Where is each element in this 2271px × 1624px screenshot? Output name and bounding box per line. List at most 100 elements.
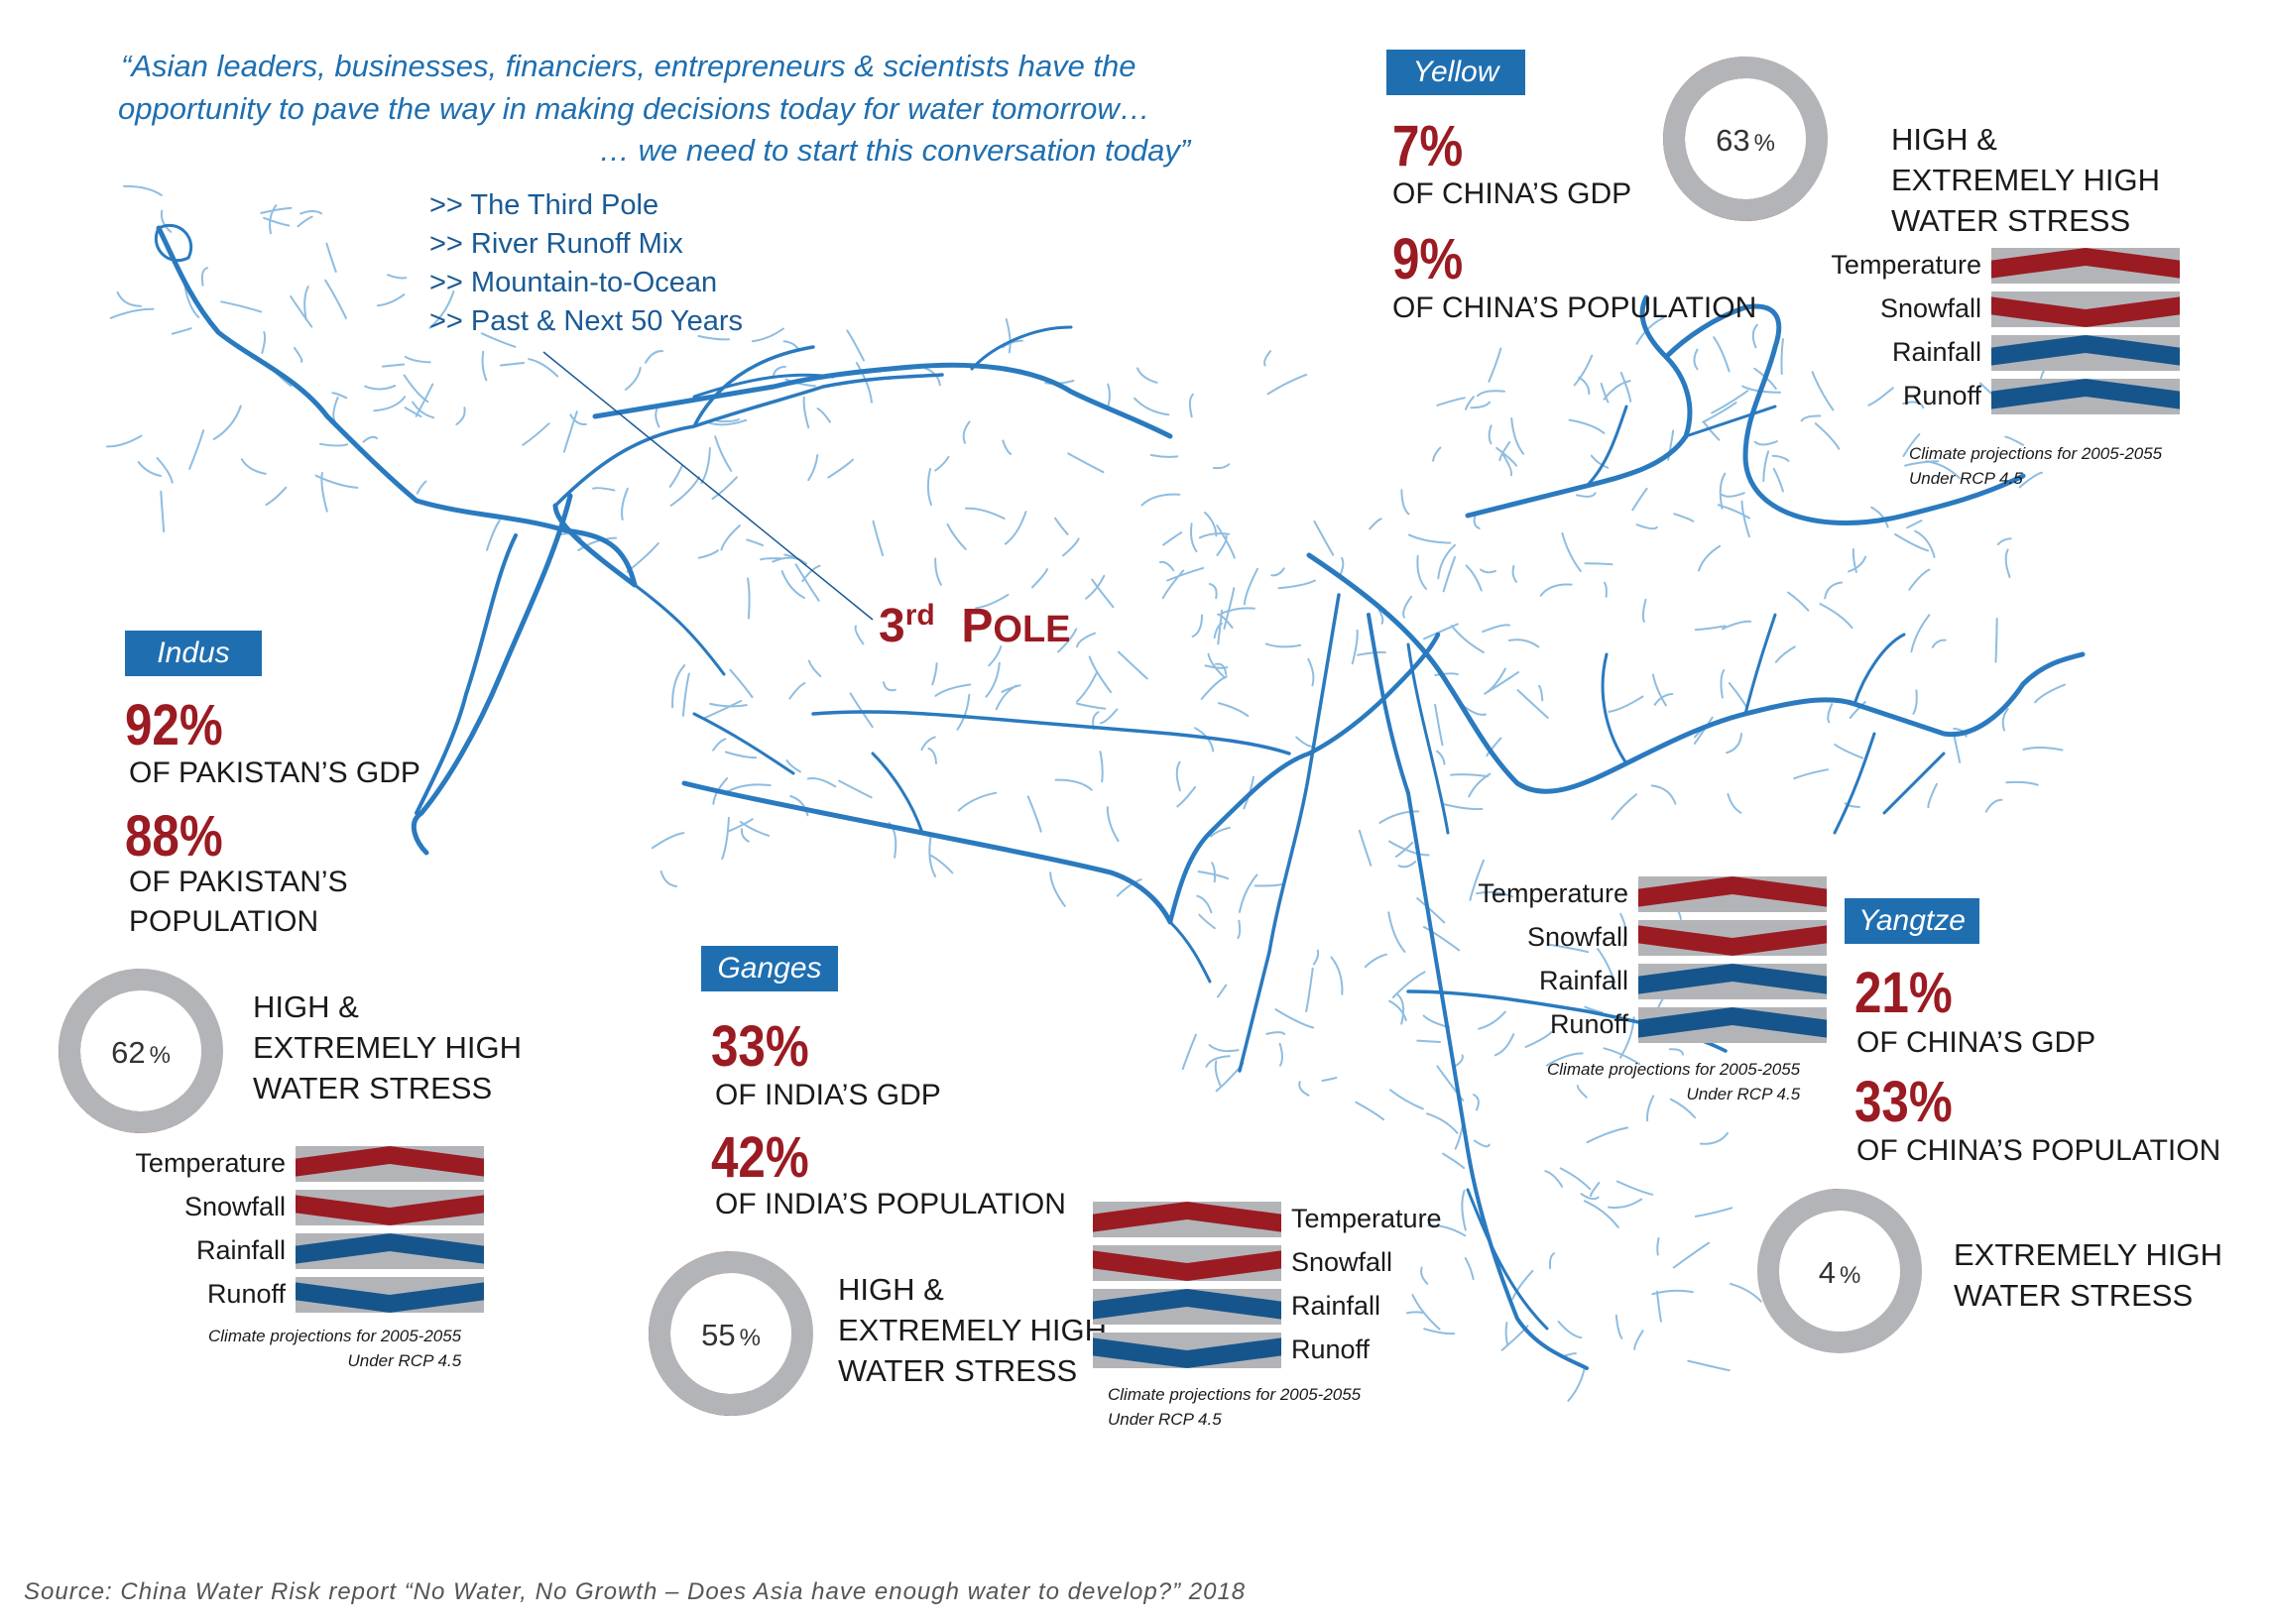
link-third-pole[interactable]: >> The Third Pole bbox=[429, 189, 659, 221]
tributary-stroke bbox=[1539, 583, 1573, 597]
yangtze-temperature-chevron-up bbox=[1638, 876, 1827, 907]
tributary-stroke bbox=[1181, 1033, 1197, 1071]
ganges-gdp-percent: 33% bbox=[711, 1014, 809, 1079]
tributary-stroke bbox=[528, 358, 559, 378]
tributary-stroke bbox=[1004, 511, 1027, 545]
tributary-stroke bbox=[1852, 548, 1857, 573]
tributary-stroke bbox=[1274, 1008, 1315, 1029]
tributary-stroke bbox=[1719, 472, 1727, 510]
tributary-stroke bbox=[1030, 568, 1048, 589]
tributary-stroke bbox=[1305, 967, 1314, 1012]
tributary-stroke bbox=[1158, 560, 1175, 572]
tributary-stroke bbox=[1494, 1033, 1515, 1057]
tributary-stroke bbox=[1669, 1098, 1697, 1119]
yellow-gdp-percent: 7% bbox=[1392, 114, 1464, 178]
tributary-stroke bbox=[1586, 1126, 1629, 1144]
tributary-stroke bbox=[711, 476, 738, 501]
indus-stress-line-1: HIGH & bbox=[253, 989, 359, 1024]
tributary-stroke bbox=[412, 401, 435, 419]
tributary-stroke bbox=[1149, 454, 1179, 458]
tributary-stroke bbox=[1848, 555, 1867, 573]
tributary-stroke bbox=[920, 736, 936, 752]
tributary-stroke bbox=[721, 816, 730, 861]
tributary-stroke bbox=[1307, 657, 1315, 687]
tributary-stroke bbox=[1175, 760, 1181, 792]
ganges-stress-line-1: HIGH & bbox=[838, 1272, 944, 1307]
indus-rainfall-label: Rainfall bbox=[195, 1235, 286, 1265]
tributary-stroke bbox=[592, 487, 616, 492]
tributary-stroke bbox=[1391, 971, 1426, 998]
tributary-stroke bbox=[123, 184, 163, 196]
tributary-stroke bbox=[1166, 566, 1205, 582]
tributary-stroke bbox=[1400, 489, 1410, 516]
yangtze-temperature-trend-bar bbox=[1638, 876, 1827, 912]
donut-remainder-arc bbox=[649, 1251, 813, 1416]
tributary-stroke bbox=[324, 279, 347, 319]
yangtze-gdp-percent: 21% bbox=[1854, 961, 1953, 1025]
tributary-stroke bbox=[957, 791, 998, 812]
yellow-snowfall-trend-bar bbox=[1991, 291, 2180, 327]
tributary-stroke bbox=[1190, 522, 1198, 553]
tributary-stroke bbox=[1480, 568, 1496, 574]
tributary-stroke bbox=[1465, 564, 1483, 592]
tributary-stroke bbox=[785, 759, 801, 773]
link-mountain-to-ocean[interactable]: >> Mountain-to-Ocean bbox=[429, 267, 718, 298]
tributary-stroke bbox=[1996, 537, 2012, 545]
yellow-runoff-chevron-up bbox=[1991, 379, 2180, 409]
tributary-stroke bbox=[1478, 1010, 1506, 1030]
tributary-stroke bbox=[802, 396, 810, 429]
tributary-stroke bbox=[1364, 953, 1387, 969]
tributary-stroke bbox=[1495, 446, 1517, 467]
tributary-stroke bbox=[364, 385, 397, 391]
tributary-stroke bbox=[1641, 598, 1647, 623]
tributary-stroke bbox=[1720, 669, 1726, 699]
tributary-stroke bbox=[1583, 1200, 1619, 1228]
tributary-stroke bbox=[1026, 795, 1042, 833]
indus-pop-label-2: POPULATION bbox=[129, 905, 319, 938]
link-river-runoff-mix[interactable]: >> River Runoff Mix bbox=[429, 228, 683, 260]
tributary-stroke bbox=[1504, 1322, 1509, 1346]
tributary-stroke bbox=[1358, 829, 1373, 867]
tributary-stroke bbox=[293, 346, 303, 363]
tributary-stroke bbox=[156, 457, 174, 484]
tributary-stroke bbox=[416, 480, 427, 495]
tributary-stroke bbox=[1814, 422, 1841, 450]
tributary-stroke bbox=[1561, 531, 1582, 572]
yangtze-snowfall-chevron-down bbox=[1638, 925, 1827, 956]
tributary-stroke bbox=[1635, 316, 1665, 345]
tributary-stroke bbox=[1411, 1294, 1441, 1331]
tributary-stroke bbox=[1619, 912, 1627, 947]
tributary-stroke bbox=[1476, 890, 1514, 898]
tributary-stroke bbox=[1702, 402, 1737, 423]
tributary-stroke bbox=[965, 507, 1006, 520]
tributary-stroke bbox=[1198, 913, 1216, 930]
tributary-stroke bbox=[1188, 393, 1194, 418]
tributary-stroke bbox=[1442, 803, 1484, 811]
tributary-stroke bbox=[1422, 925, 1461, 952]
tributary-stroke bbox=[1216, 524, 1236, 559]
tributary-stroke bbox=[1844, 802, 1860, 808]
tributary-stroke bbox=[1584, 1005, 1604, 1014]
tributary-stroke bbox=[455, 406, 466, 426]
ganges-pop-percent: 42% bbox=[711, 1125, 809, 1190]
quote-line-1: “Asian leaders, businesses, financiers, … bbox=[121, 49, 1136, 83]
tributary-stroke bbox=[1545, 1052, 1584, 1067]
pole-word-initial: P bbox=[961, 600, 994, 652]
yellow-stress-donut: 63% bbox=[1663, 57, 1828, 221]
tributary-stroke bbox=[1771, 454, 1790, 462]
indus-snowfall-chevron-down bbox=[296, 1195, 484, 1225]
link-past-next-50-years[interactable]: >> Past & Next 50 Years bbox=[429, 305, 743, 337]
tributary-stroke bbox=[1196, 894, 1213, 914]
yangtze-runoff-label: Runoff bbox=[1549, 1009, 1628, 1039]
yangtze-stress-line-2: WATER STRESS bbox=[1954, 1278, 2194, 1313]
tributary-stroke bbox=[697, 549, 719, 559]
indus-note-line-2: Under RCP 4.5 bbox=[347, 1351, 462, 1370]
tributary-stroke bbox=[577, 536, 618, 551]
tributary-stroke bbox=[1721, 620, 1752, 631]
tributary-stroke bbox=[1910, 614, 1931, 653]
tributary-stroke bbox=[975, 593, 1010, 610]
tributary-stroke bbox=[1085, 574, 1106, 600]
tributary-stroke bbox=[1136, 367, 1158, 384]
ganges-temperature-chevron-up bbox=[1093, 1202, 1281, 1232]
